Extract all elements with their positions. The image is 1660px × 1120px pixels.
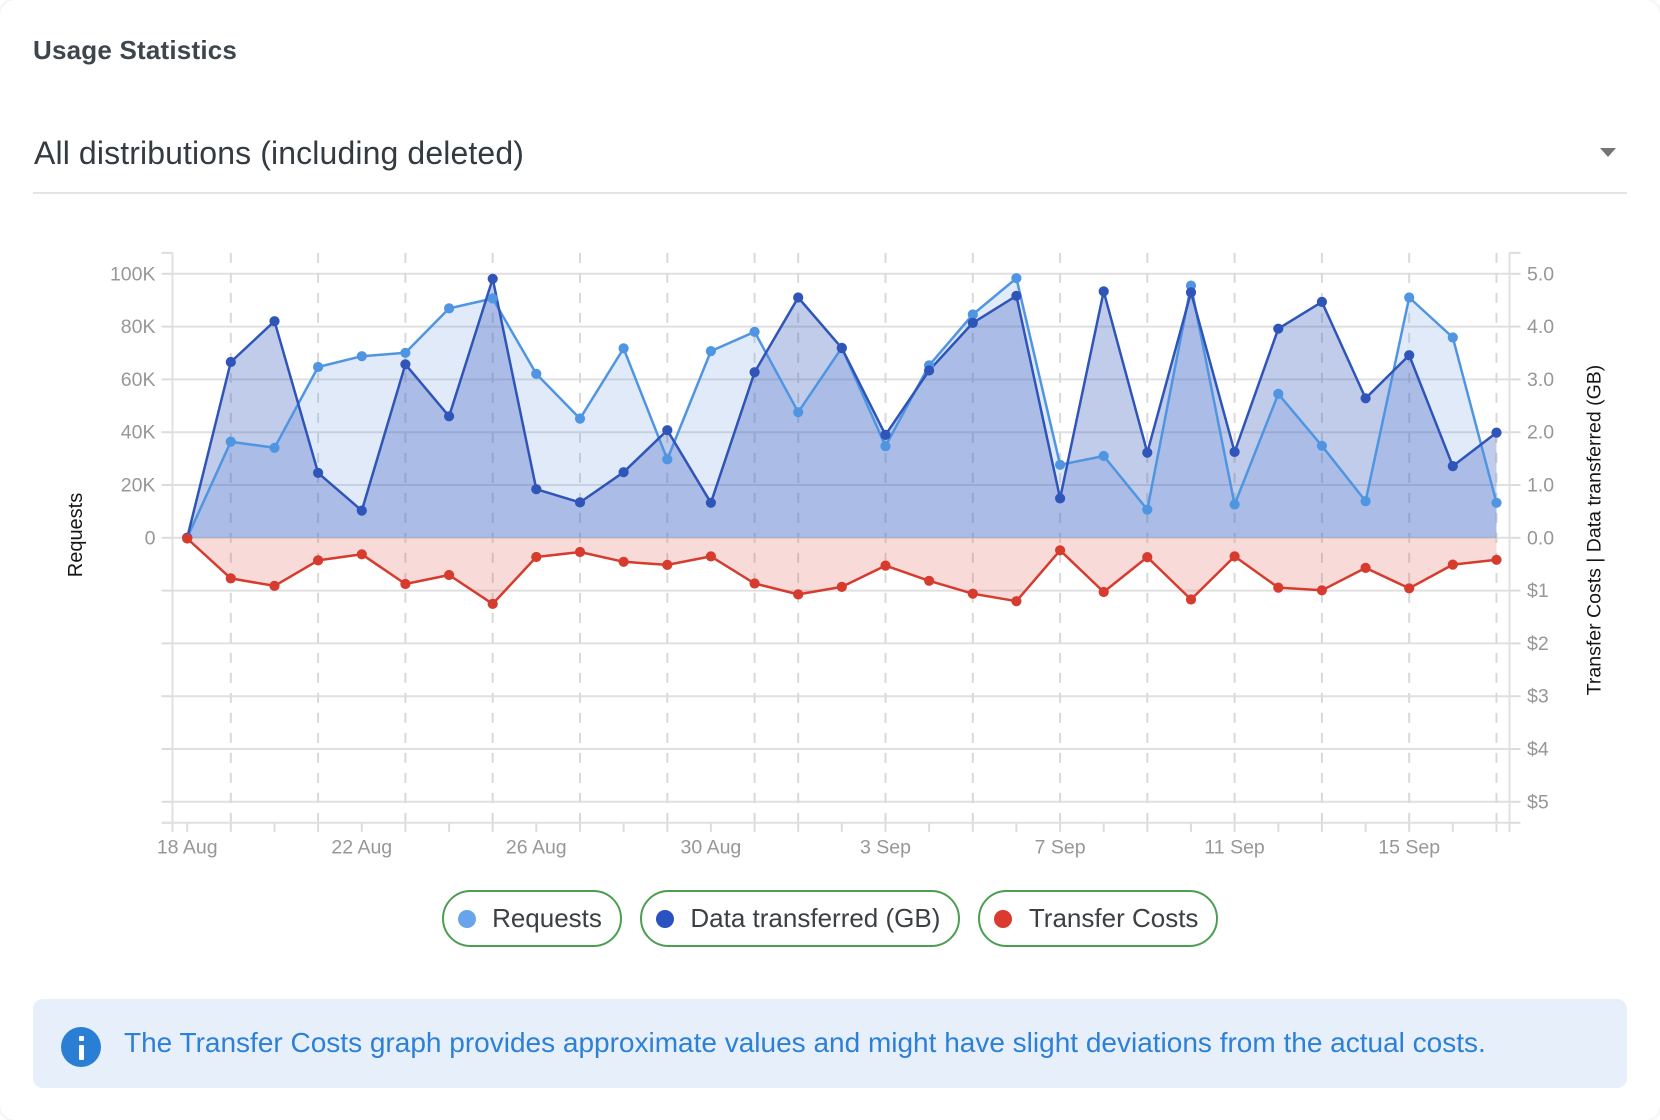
svg-text:Requests: Requests bbox=[65, 493, 87, 578]
svg-text:Transfer Costs | Data transfer: Transfer Costs | Data transferred (GB) bbox=[1584, 365, 1606, 696]
svg-text:30 Aug: 30 Aug bbox=[681, 837, 742, 859]
svg-text:20K: 20K bbox=[121, 475, 156, 497]
svg-text:0: 0 bbox=[145, 527, 156, 549]
svg-text:$1: $1 bbox=[1527, 580, 1549, 602]
svg-text:3 Sep: 3 Sep bbox=[860, 837, 911, 859]
svg-text:1.0: 1.0 bbox=[1527, 475, 1554, 497]
svg-text:$4: $4 bbox=[1527, 739, 1549, 761]
svg-text:2.0: 2.0 bbox=[1527, 422, 1554, 444]
svg-text:100K: 100K bbox=[110, 263, 156, 285]
svg-text:80K: 80K bbox=[121, 316, 156, 338]
svg-text:$5: $5 bbox=[1527, 791, 1549, 813]
svg-text:11 Sep: 11 Sep bbox=[1204, 837, 1265, 859]
svg-text:$2: $2 bbox=[1527, 633, 1549, 655]
svg-text:15 Sep: 15 Sep bbox=[1378, 837, 1440, 859]
svg-text:7 Sep: 7 Sep bbox=[1035, 837, 1086, 859]
svg-text:22 Aug: 22 Aug bbox=[331, 837, 392, 859]
svg-text:26 Aug: 26 Aug bbox=[506, 837, 567, 859]
svg-text:4.0: 4.0 bbox=[1527, 316, 1554, 338]
svg-text:3.0: 3.0 bbox=[1527, 369, 1554, 391]
svg-text:$3: $3 bbox=[1527, 686, 1549, 708]
svg-text:5.0: 5.0 bbox=[1527, 263, 1554, 285]
svg-text:0.0: 0.0 bbox=[1527, 527, 1554, 549]
svg-text:18 Aug: 18 Aug bbox=[157, 837, 218, 859]
svg-text:60K: 60K bbox=[121, 369, 156, 391]
svg-text:40K: 40K bbox=[121, 422, 156, 444]
